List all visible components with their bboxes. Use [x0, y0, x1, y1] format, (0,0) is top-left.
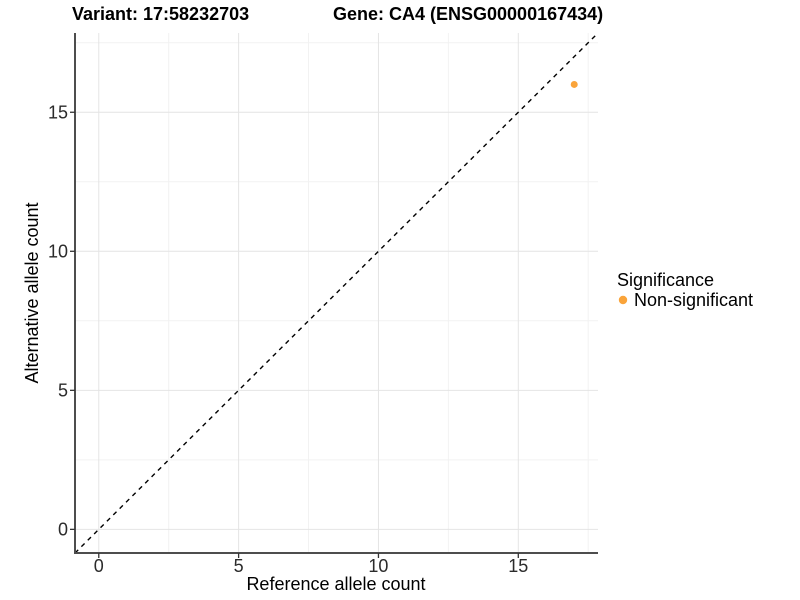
y-tick-label: 10 [48, 241, 68, 261]
minor-gridlines [75, 33, 598, 553]
legend-item-label: Non-significant [634, 290, 753, 310]
axis-lines [74, 33, 598, 554]
y-tick-label: 5 [58, 380, 68, 400]
plot-title-gene: Gene: CA4 (ENSG00000167434) [333, 4, 603, 24]
y-tick-labels: 0 5 10 15 [48, 102, 68, 539]
y-axis-label: Alternative allele count [22, 202, 42, 383]
data-points-layer [570, 80, 578, 88]
x-tick-labels: 0 5 10 15 [94, 556, 529, 576]
legend-title: Significance [617, 270, 714, 290]
x-tick-label: 15 [508, 556, 528, 576]
x-tick-label: 5 [234, 556, 244, 576]
tick-marks [70, 111, 519, 558]
y-tick-label: 15 [48, 102, 68, 122]
x-axis-label: Reference allele count [246, 574, 425, 594]
y-tick-label: 0 [58, 519, 68, 539]
identity-dashed-line [74, 32, 599, 554]
data-point [570, 80, 578, 88]
legend: Significance Non-significant [617, 270, 753, 310]
x-tick-label: 10 [368, 556, 388, 576]
plot-title-variant: Variant: 17:58232703 [72, 4, 249, 24]
legend-key-dot [618, 295, 628, 305]
x-tick-label: 0 [94, 556, 104, 576]
major-gridlines [75, 33, 598, 553]
